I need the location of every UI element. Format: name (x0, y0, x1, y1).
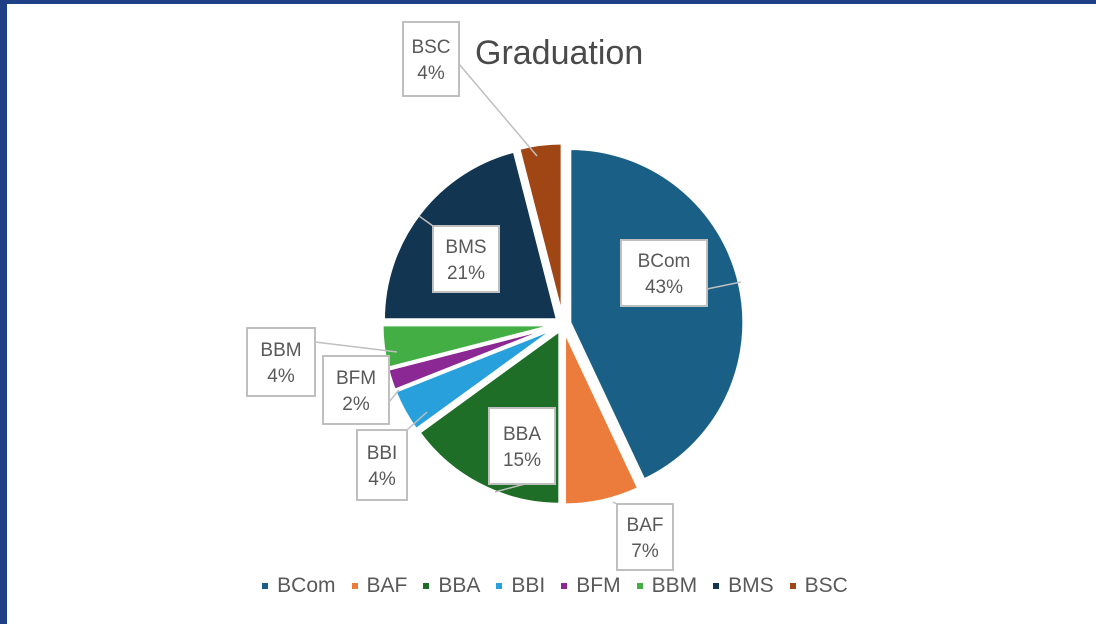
legend-swatch (262, 583, 269, 589)
data-label-value: 15% (503, 450, 541, 471)
data-label-category: BSC (411, 37, 450, 58)
data-label-value: 21% (447, 263, 485, 284)
leader-line-bba (494, 483, 526, 493)
chart-title: Graduation (475, 34, 644, 72)
data-label-box-bbi (356, 429, 408, 501)
data-label-category: BBA (503, 424, 541, 445)
legend-label: BBM (651, 574, 698, 597)
leader-line-bfm (388, 389, 400, 403)
data-label-box-bbm (246, 327, 316, 397)
leader-line-bbm (314, 341, 398, 353)
data-label-value: 2% (342, 394, 370, 415)
legend-label: BCom (277, 574, 336, 597)
data-label-category: BFM (336, 368, 376, 389)
legend-item-bbi: BBI (496, 574, 545, 598)
legend-label: BBI (511, 574, 546, 597)
legend-swatch (351, 583, 358, 589)
legend-swatch (496, 583, 503, 589)
legend-label: BMS (728, 574, 774, 597)
data-label-value: 43% (645, 277, 683, 298)
legend-label: BAF (366, 574, 408, 597)
pie-chart: BCom 43% BAF 7% BBA 15% BBI 4% BFM 2% BBM 4% BMS 21% B… (246, 21, 746, 571)
data-label-category: BMS (445, 237, 486, 258)
legend-swatch (789, 583, 796, 589)
data-label-box-baf (616, 503, 674, 571)
legend-item-bsc: BSC (789, 574, 848, 598)
legend-swatch (636, 583, 643, 589)
data-label-category: BCom (638, 251, 691, 272)
data-label-value: 4% (267, 366, 295, 387)
data-label-box-bcom (620, 239, 708, 307)
data-label-box-bba (488, 407, 556, 485)
data-label-box-bfm (322, 355, 390, 425)
leader-line-bcom (706, 281, 742, 290)
data-label-category: BAF (627, 515, 664, 536)
legend-item-bbm: BBM (636, 574, 698, 598)
legend-swatch (713, 583, 720, 589)
data-label-box-bsc (402, 21, 460, 97)
pie-slice-baf (563, 330, 641, 507)
pie-slice-bsc (517, 141, 564, 318)
data-label-value: 4% (417, 63, 445, 84)
legend-label: BBA (438, 574, 481, 597)
legend-swatch (561, 583, 568, 589)
data-label-category: BBI (367, 443, 398, 464)
data-label-box-bms (432, 225, 500, 293)
data-label-value: 7% (631, 541, 659, 562)
legend-item-baf: BAF (351, 574, 408, 598)
legend-swatch (423, 583, 430, 589)
leader-line-bms (418, 215, 434, 227)
leader-line-bsc (458, 63, 538, 157)
legend-label: BSC (804, 574, 848, 597)
chart-legend: BCom BAF BBA BBI BFM BBM BMS BSC (7, 574, 1096, 598)
legend-item-bcom: BCom (262, 574, 336, 598)
legend-item-bfm: BFM (561, 574, 621, 598)
legend-item-bba: BBA (423, 574, 480, 598)
pie-slice-bcom (568, 146, 746, 482)
data-label-category: BBM (260, 340, 301, 361)
leader-line-bbi (406, 411, 428, 431)
legend-label: BFM (576, 574, 621, 597)
data-label-value: 4% (368, 469, 396, 490)
legend-item-bms: BMS (713, 574, 774, 598)
